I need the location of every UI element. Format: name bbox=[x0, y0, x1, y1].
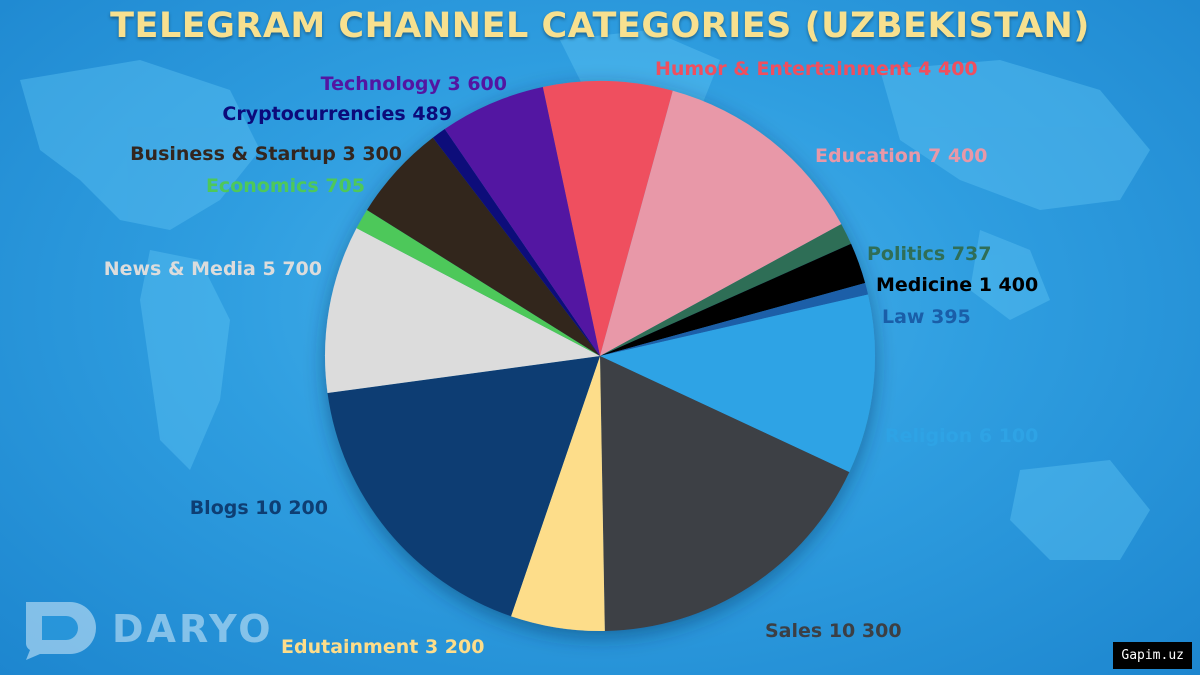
pie-slice-edutainment bbox=[511, 356, 605, 632]
slice-label-education: Education 7 400 bbox=[815, 145, 987, 167]
pie-slice-business-startup bbox=[366, 137, 600, 356]
slice-label-blogs: Blogs 10 200 bbox=[190, 497, 328, 519]
pie-slice-medicine bbox=[600, 243, 866, 356]
slice-label-humor-entertainment: Humor & Entertainment 4 400 bbox=[655, 58, 978, 80]
slice-label-cryptocurrencies: Cryptocurrencies 489 bbox=[222, 103, 452, 125]
slice-label-technology: Technology 3 600 bbox=[321, 73, 507, 95]
pie-slice-news-media bbox=[325, 228, 600, 393]
chart-title: TELEGRAM CHANNEL CATEGORIES (UZBEKISTAN) bbox=[110, 6, 1090, 46]
slice-label-religion: Religion 6 100 bbox=[885, 425, 1038, 447]
slice-label-economics: Economics 705 bbox=[206, 175, 365, 197]
pie-slice-politics bbox=[600, 224, 852, 356]
slice-label-news-media: News & Media 5 700 bbox=[104, 258, 322, 280]
pie-slice-blogs bbox=[327, 356, 600, 617]
slice-label-medicine: Medicine 1 400 bbox=[876, 274, 1038, 296]
pie-slice-law bbox=[600, 283, 869, 356]
pie-slice-economics bbox=[356, 209, 600, 356]
logo-text: DARYO bbox=[112, 607, 274, 651]
slice-label-edutainment: Edutainment 3 200 bbox=[281, 636, 484, 658]
slice-label-politics: Politics 737 bbox=[867, 243, 991, 265]
pie-slice-sales bbox=[600, 356, 850, 631]
daryo-speech-bubble-icon bbox=[26, 602, 96, 660]
pie-slice-religion bbox=[600, 294, 876, 473]
pie-slice-technology bbox=[444, 87, 600, 356]
slice-label-law: Law 395 bbox=[882, 306, 971, 328]
slice-label-sales: Sales 10 300 bbox=[765, 620, 902, 642]
daryo-logo: DARYO bbox=[18, 598, 274, 660]
slice-label-business-startup: Business & Startup 3 300 bbox=[130, 143, 402, 165]
source-badge: Gapim.uz bbox=[1113, 642, 1192, 669]
pie-slice-cryptocurrencies bbox=[432, 129, 600, 356]
pie-slice-humor-entertainment bbox=[542, 80, 673, 356]
pie-slice-education bbox=[600, 90, 842, 357]
